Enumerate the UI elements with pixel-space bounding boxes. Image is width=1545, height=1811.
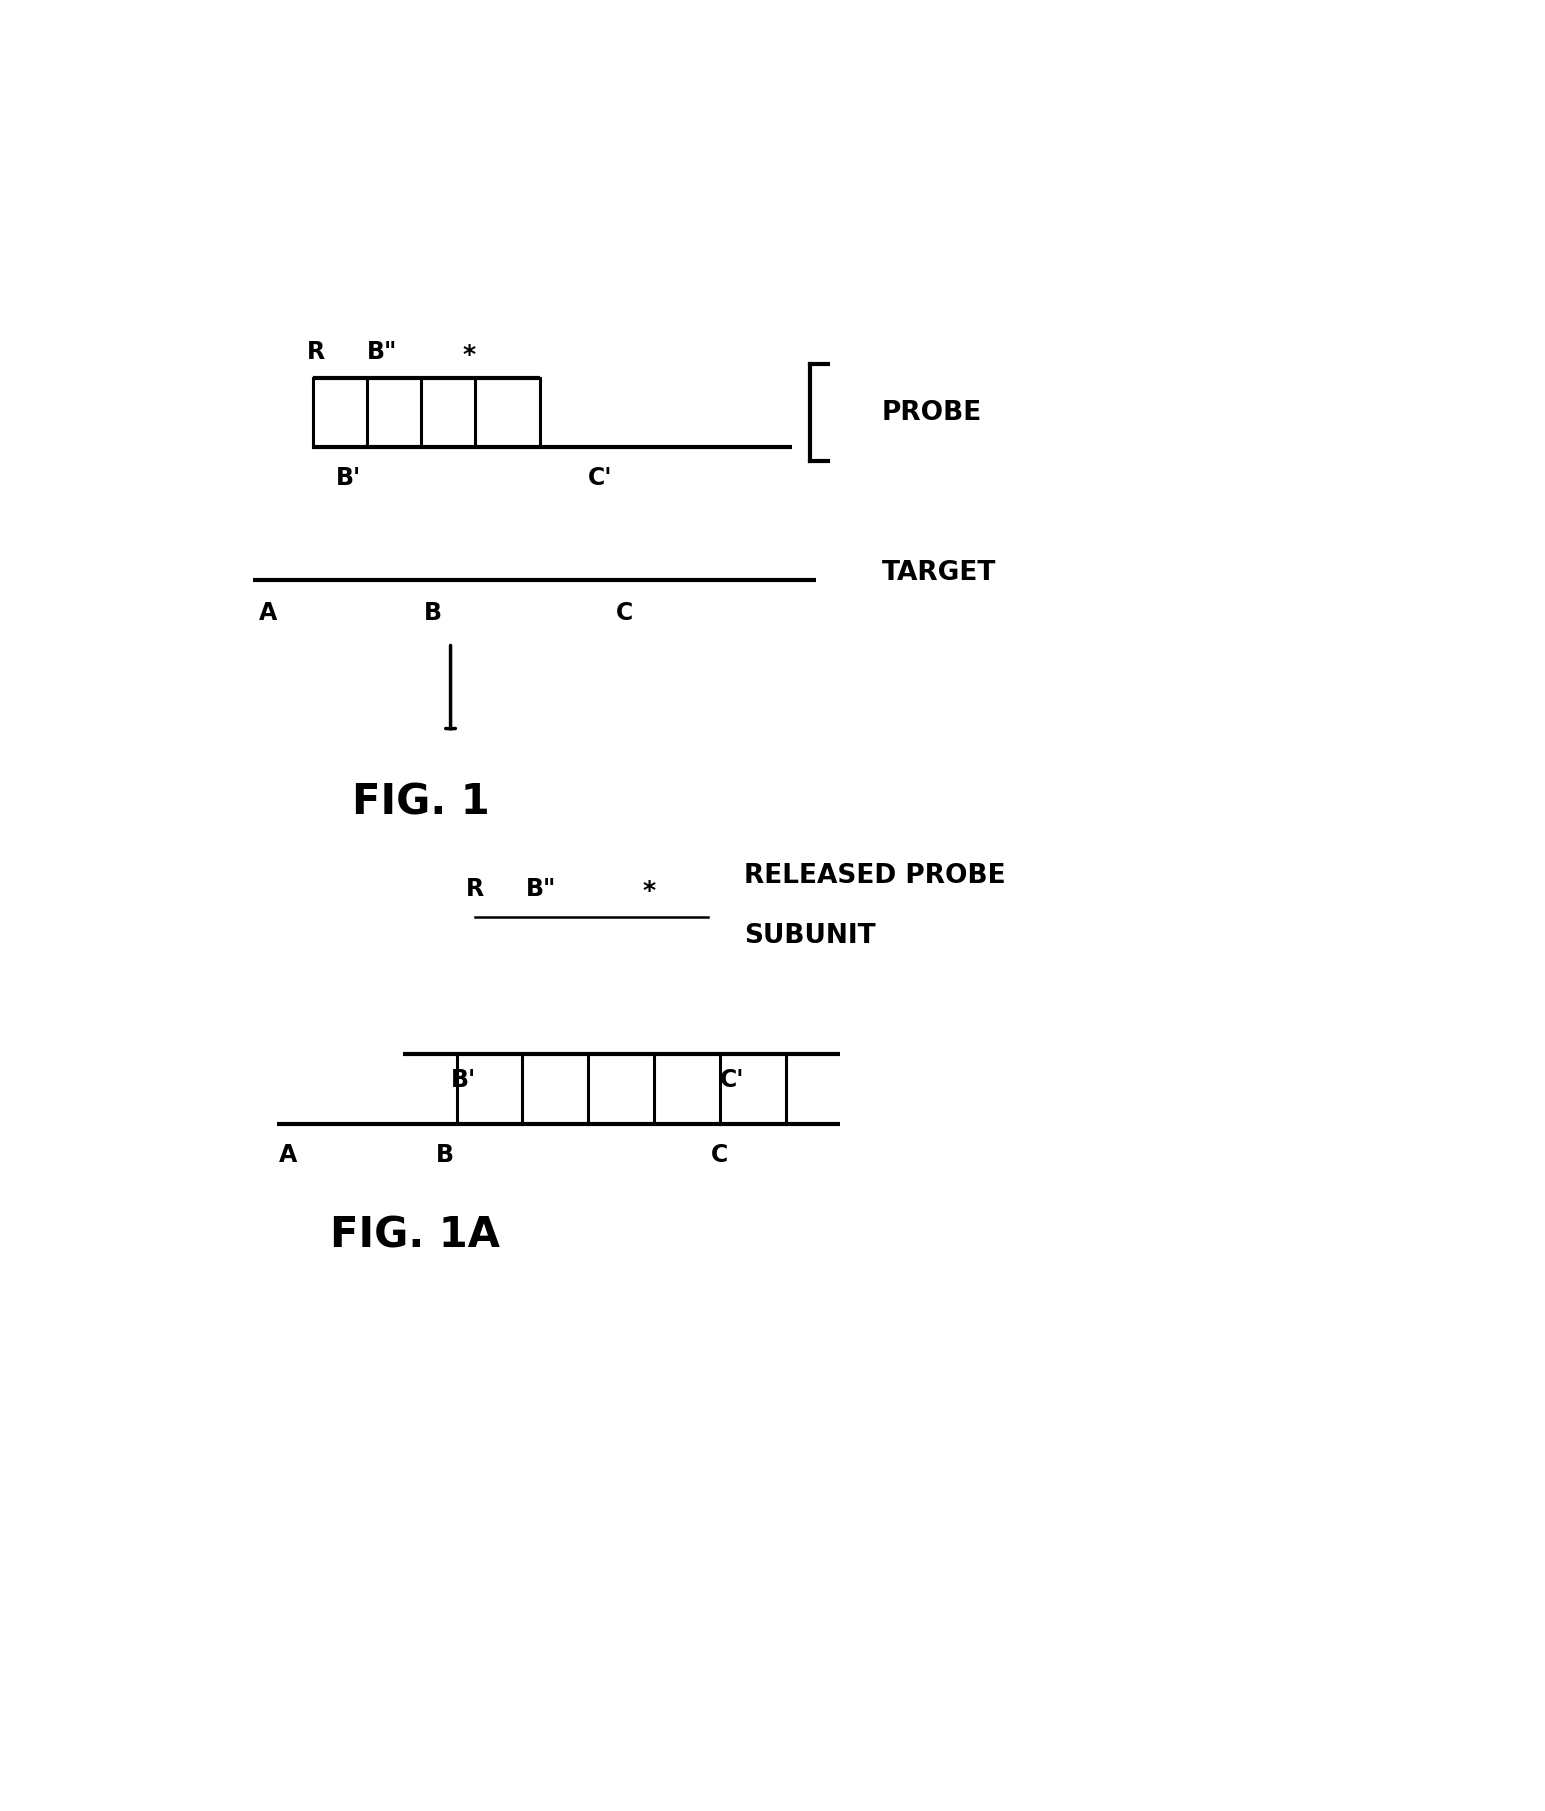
Text: A: A [260, 601, 277, 625]
Text: *: * [643, 880, 655, 904]
Text: C: C [615, 601, 633, 625]
Text: SUBUNIT: SUBUNIT [745, 924, 876, 949]
Text: TARGET: TARGET [882, 560, 997, 587]
Text: C': C' [589, 465, 612, 489]
Text: R: R [467, 877, 484, 900]
Text: C: C [711, 1143, 729, 1168]
Text: B": B" [366, 340, 397, 364]
Text: B': B' [337, 465, 362, 489]
Text: B: B [423, 601, 442, 625]
Text: B': B' [451, 1068, 476, 1092]
Text: B": B" [525, 877, 556, 900]
Text: C': C' [720, 1068, 745, 1092]
Text: B: B [436, 1143, 454, 1168]
Text: FIG. 1A: FIG. 1A [329, 1215, 499, 1257]
Text: R: R [307, 340, 324, 364]
Text: A: A [280, 1143, 298, 1168]
Text: *: * [462, 342, 476, 366]
Text: RELEASED PROBE: RELEASED PROBE [745, 864, 1006, 889]
Text: PROBE: PROBE [882, 400, 983, 426]
Text: FIG. 1: FIG. 1 [352, 782, 490, 824]
